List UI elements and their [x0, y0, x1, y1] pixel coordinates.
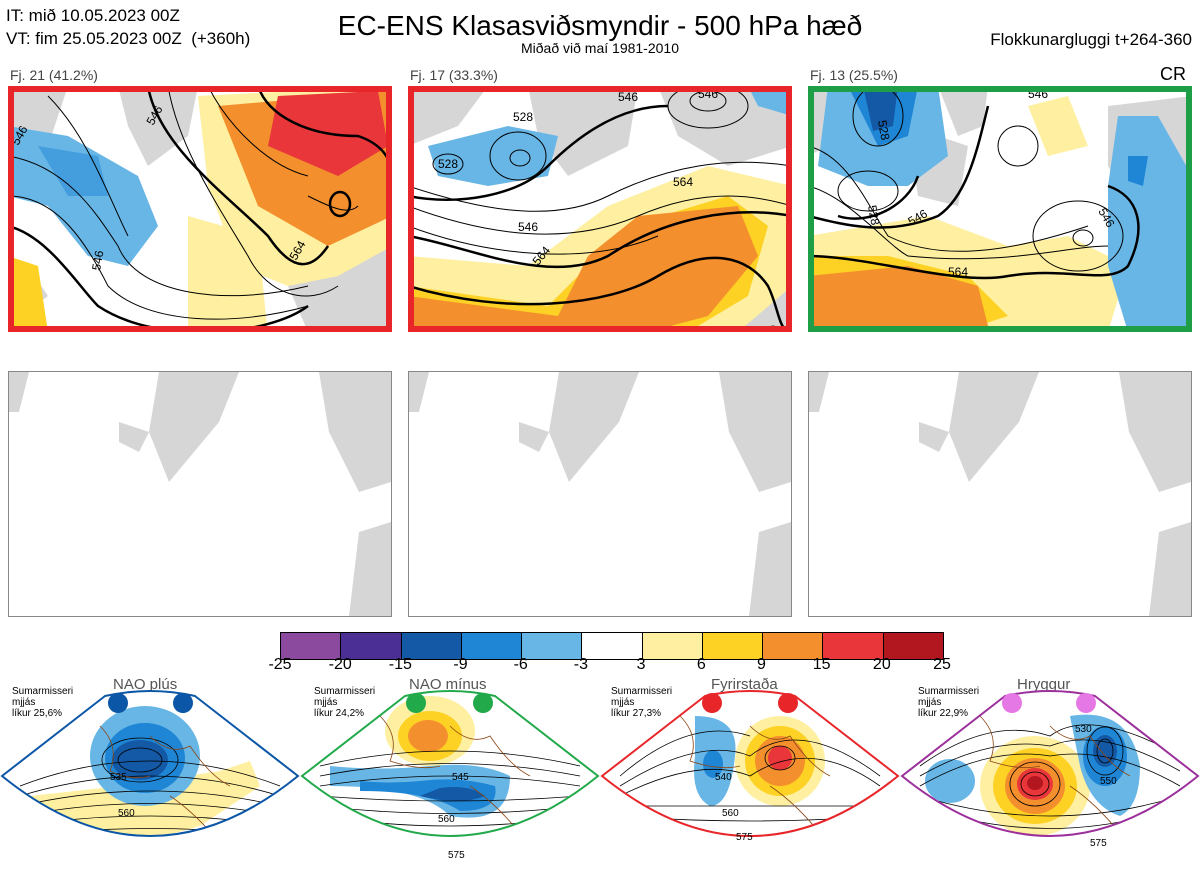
cluster-3-contour-label: 528 [865, 204, 882, 226]
colorbar [280, 632, 944, 660]
regime-2-map: 545 560 575 [300, 690, 600, 861]
empty-map-1 [8, 371, 392, 617]
colorbar-segment [582, 633, 643, 659]
page-title: EC-ENS Klasasviðsmyndir - 500 hPa hæð [337, 10, 863, 41]
cluster-2-contour-label: 564 [673, 175, 693, 189]
init-time: IT: mið 10.05.2023 00Z VT: fim 25.05.2023… [6, 6, 251, 48]
cluster-2-contour-label: 546 [518, 220, 538, 234]
cluster-2-contour-label: 546 [618, 90, 638, 104]
colorbar-segment [883, 633, 943, 659]
regime-2-title: NAO mínus [409, 676, 487, 693]
regime-1-contour-label: 560 [118, 808, 135, 819]
colorbar-tick: -25 [268, 656, 292, 673]
regime-2-contour-label: 560 [438, 814, 455, 825]
cluster-3-contour-label: 546 [1028, 87, 1048, 101]
colorbar-tick: -20 [328, 656, 352, 673]
colorbar-segment [702, 633, 764, 659]
empty-map-2 [408, 371, 792, 617]
colorbar-tick: 20 [872, 656, 891, 673]
regime-4-contour-label: 550 [1100, 776, 1117, 787]
colorbar-tick: 9 [757, 656, 766, 673]
regime-1-contour-label: 535 [110, 772, 127, 783]
cluster-3-map: 528 528 546 546 564 546 [808, 86, 1192, 332]
cluster-2-map: 528 528 546 546 564 564 56 546 [408, 86, 792, 332]
regime-4-contour-label: 530 [1075, 724, 1092, 735]
colorbar-tick: -3 [573, 656, 589, 673]
colorbar-tick: 3 [636, 656, 646, 673]
colorbar-tick: -15 [388, 656, 412, 673]
regime-1-probability: Sumarmisseri mjjás líkur 25,6% [12, 686, 74, 719]
colorbar-segment [522, 633, 583, 659]
regime-3-contour-label: 560 [722, 808, 739, 819]
regime-3-map: 540 560 575 [600, 690, 900, 843]
regime-3-title: Fyrirstaða [711, 676, 778, 693]
regime-1-title: NAO plús [113, 676, 178, 693]
regime-3-contour-label: 540 [715, 772, 732, 783]
regime-1-map: 535 560 [0, 690, 300, 837]
colorbar-tick: -9 [453, 656, 468, 673]
cluster-1-map: 546 546 546 564 564 [8, 86, 392, 332]
colorbar-segment [642, 633, 703, 659]
empty-map-3 [808, 371, 1192, 617]
regime-3-contour-label: 575 [736, 832, 753, 843]
classification-window: Flokkunargluggi t+264-360 [990, 30, 1192, 49]
colorbar-segment [461, 633, 523, 659]
cluster-1-contour-label: 564 [158, 325, 178, 332]
colorbar-segment [763, 633, 824, 659]
colorbar-tick: -6 [513, 656, 528, 673]
cluster-3-contour-label: 564 [948, 265, 968, 279]
cluster-3-contour-label: 528 [875, 119, 892, 141]
colorbar-segment [341, 633, 402, 659]
cluster-2-contour-label: 56 [763, 324, 779, 332]
regime-4-probability: Sumarmisseri mjjás líkur 22,9% [918, 686, 980, 719]
cluster-3-label: Fj. 13 (25.5%) [810, 67, 898, 83]
regime-2-contour-label: 545 [452, 772, 469, 783]
page-subtitle: Miðað við maí 1981-2010 [521, 40, 679, 56]
colorbar-tick: 6 [696, 656, 706, 673]
colorbar-tick: 15 [812, 656, 831, 673]
colorbar-segment [401, 633, 462, 659]
cluster-1-contour-label: 546 [89, 249, 106, 271]
regime-2-contour-label: 575 [448, 850, 465, 861]
cluster-2-label: Fj. 17 (33.3%) [410, 67, 498, 83]
regime-4-contour-label: 575 [1090, 838, 1107, 849]
colorbar-segment [281, 633, 342, 659]
cluster-2-contour-label: 528 [438, 157, 458, 171]
regime-3-probability: Sumarmisseri mjjás líkur 27,3% [611, 686, 673, 719]
cluster-1-label: Fj. 21 (41.2%) [10, 67, 98, 83]
cluster-2-contour-label: 546 [698, 87, 718, 101]
colorbar-tick: 25 [933, 656, 951, 673]
cluster-2-contour-label: 528 [513, 110, 533, 124]
regime-2-probability: Sumarmisseri mjjás líkur 24,2% [314, 686, 376, 719]
regime-4-map: 530 550 575 [900, 690, 1200, 849]
regime-code: CR [1160, 64, 1186, 84]
regime-4-title: Hryggur [1017, 676, 1071, 693]
colorbar-segment [823, 633, 884, 659]
